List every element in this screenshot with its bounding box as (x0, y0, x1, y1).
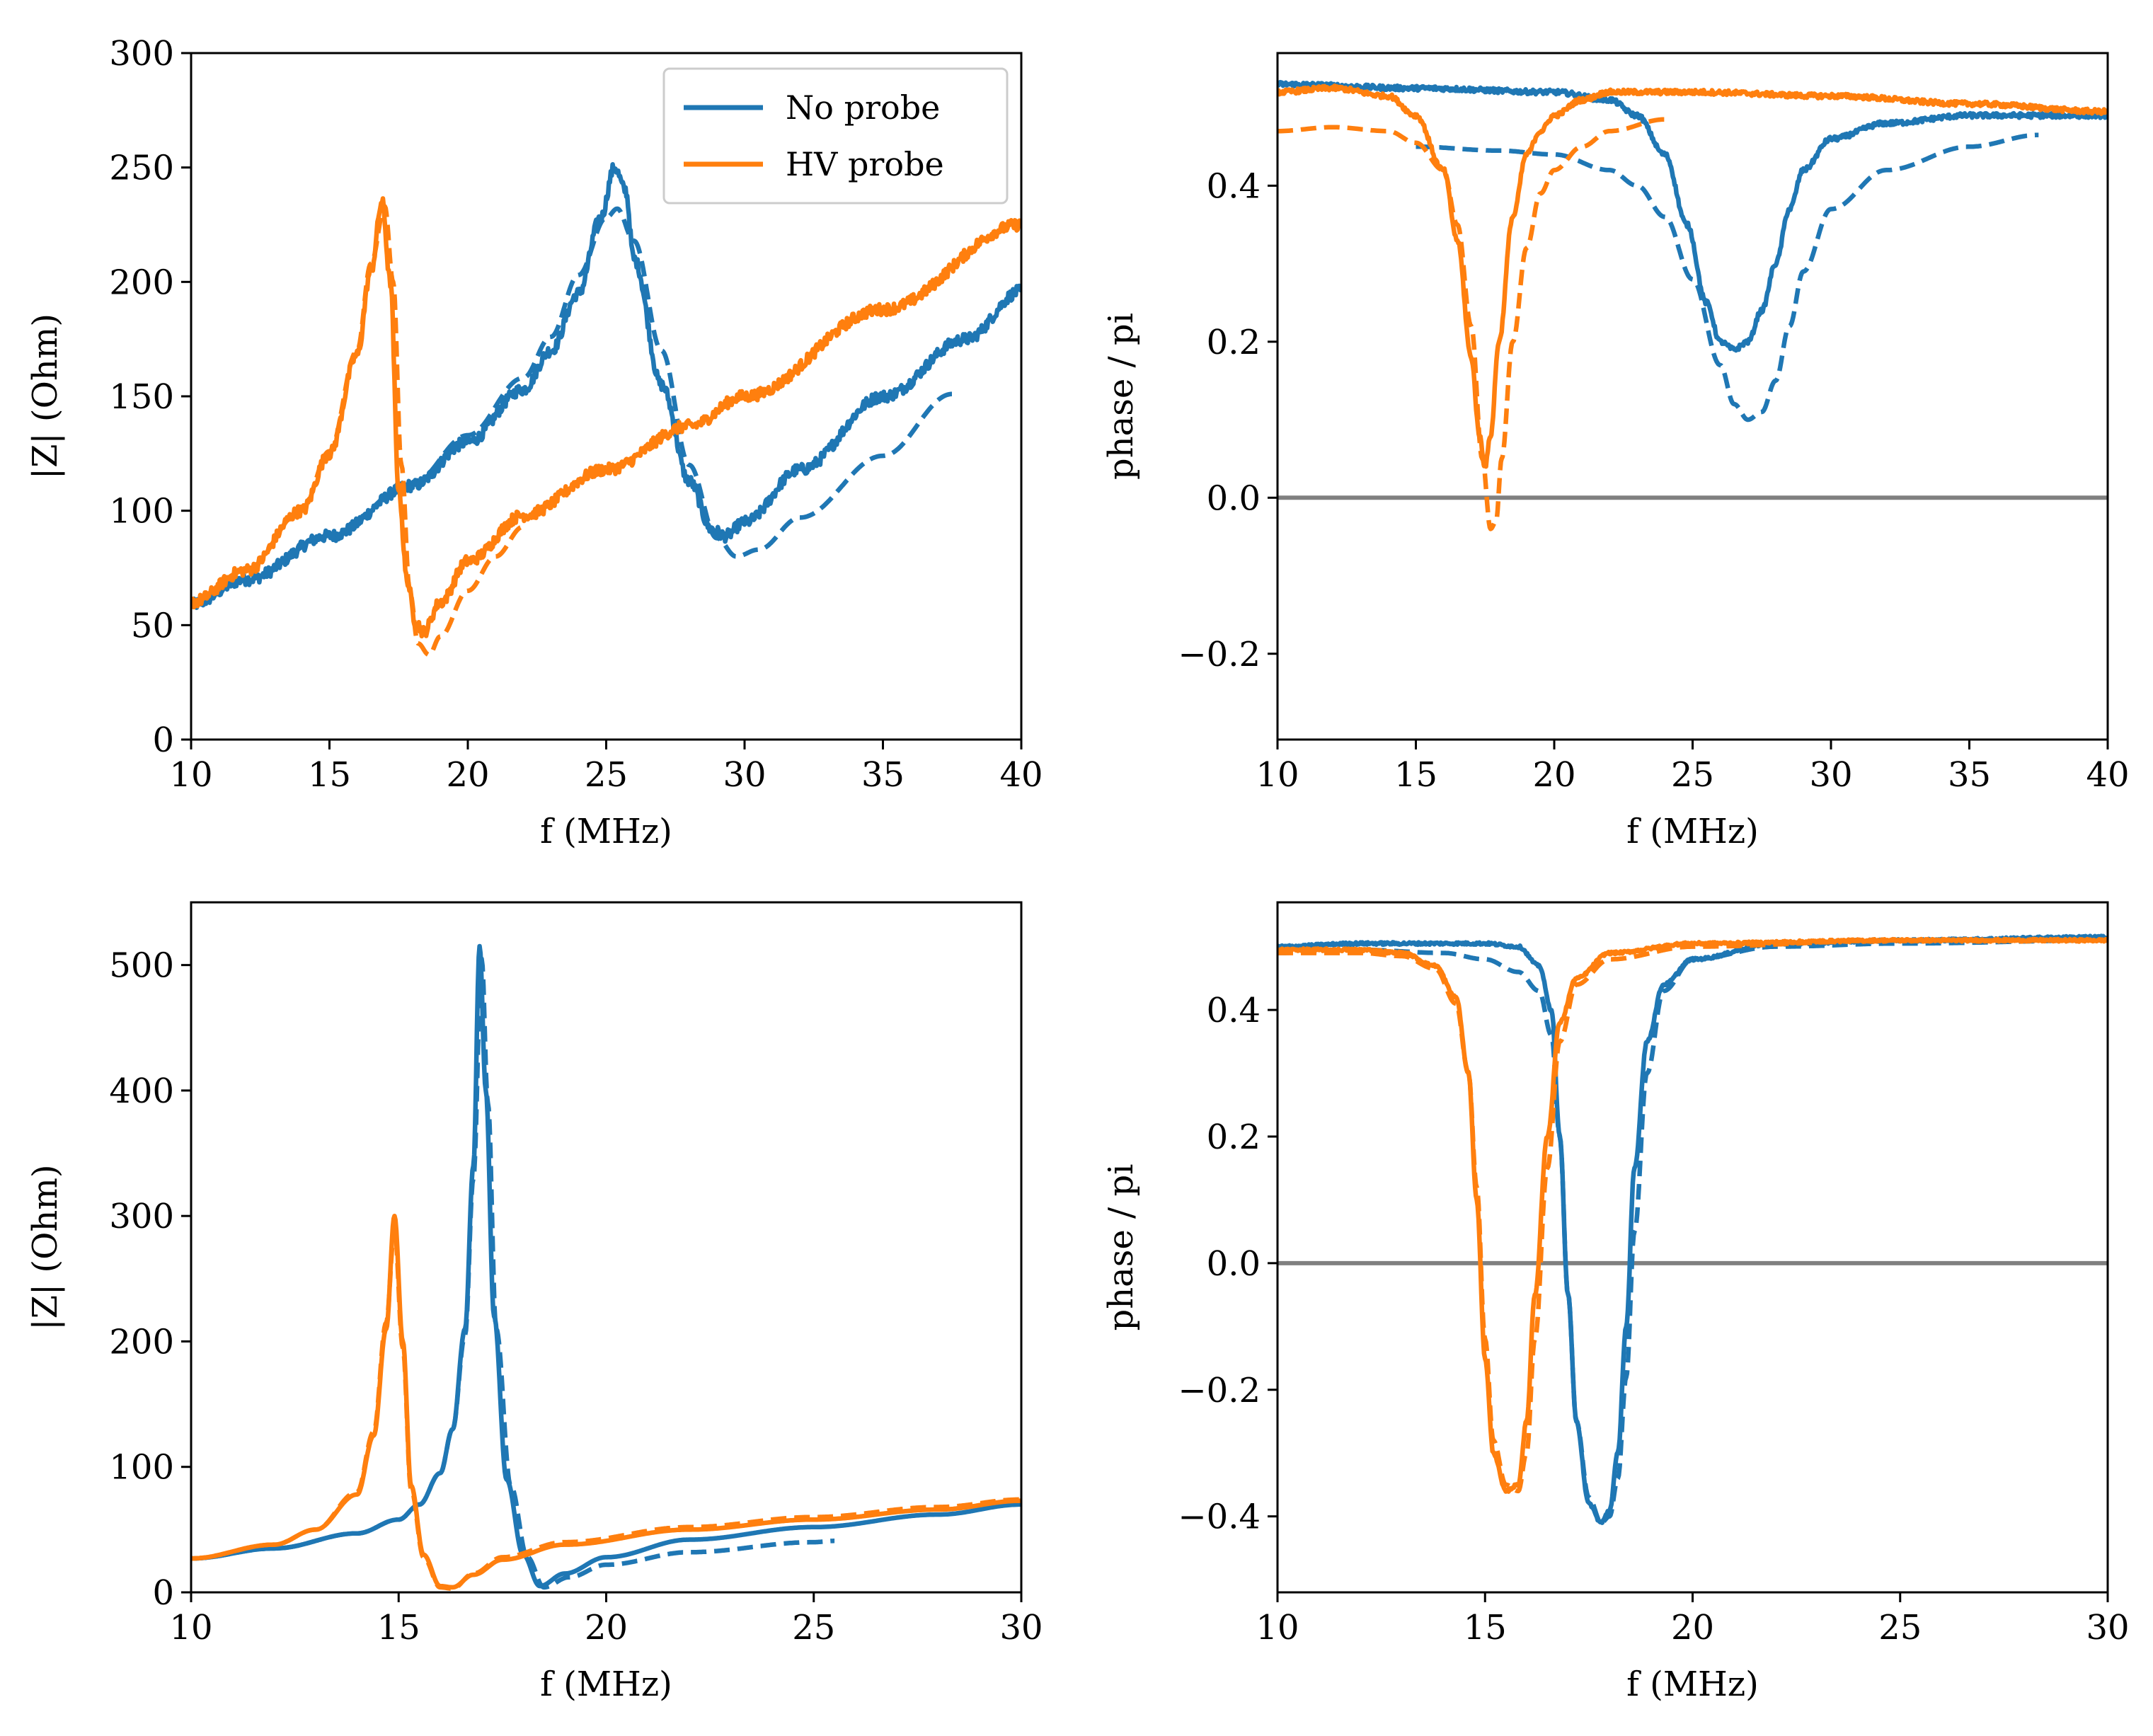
x-tick-label: 10 (169, 1608, 212, 1648)
y-tick-label: 500 (109, 946, 174, 986)
x-axis-label: f (MHz) (1626, 1665, 1759, 1704)
y-tick-label: 0 (152, 720, 174, 760)
x-tick-label: 30 (2086, 1608, 2129, 1648)
y-tick-label: 0.0 (1207, 1244, 1261, 1284)
x-tick-label: 35 (1948, 755, 1991, 795)
series-hv-probe (191, 196, 1021, 639)
x-tick-label: 25 (585, 755, 628, 795)
y-tick-label: 0.0 (1207, 478, 1261, 518)
x-tick-label: 15 (1394, 755, 1437, 795)
axes-frame (1276, 901, 2109, 1594)
x-tick-label: 30 (723, 755, 766, 795)
y-tick-label: 150 (109, 377, 174, 417)
y-tick-label: −0.4 (1178, 1498, 1261, 1537)
y-tick-label: 300 (109, 34, 174, 74)
x-tick-label: 10 (1256, 755, 1299, 795)
y-tick-label: 400 (109, 1071, 174, 1111)
series-no-probe-fit (1414, 132, 2040, 422)
y-axis-label: |Z| (Ohm) (25, 1164, 65, 1330)
x-tick-label: 40 (2086, 755, 2129, 795)
series-no-probe-fit (1278, 938, 2108, 1525)
x-tick-label: 20 (446, 755, 489, 795)
x-axis-label: f (MHz) (1626, 812, 1759, 851)
series-hv-probe-fit (191, 204, 525, 657)
y-tick-label: 200 (109, 1322, 174, 1362)
x-tick-label: 10 (169, 755, 212, 795)
x-tick-label: 40 (999, 755, 1043, 795)
y-axis-label: phase / pi (1101, 1163, 1141, 1330)
x-tick-label: 10 (1256, 1608, 1299, 1648)
axes-frame (1276, 52, 2109, 741)
legend-box (662, 67, 1009, 205)
series-no-probe (1278, 933, 2108, 1525)
series-hv-probe (1278, 84, 2108, 469)
y-tick-label: 100 (109, 492, 174, 531)
y-tick-label: 0.2 (1207, 1117, 1261, 1157)
series-no-probe (191, 162, 1021, 610)
series-no-probe-fit (191, 956, 837, 1590)
series-no-probe (191, 943, 1021, 1589)
x-tick-label: 15 (1464, 1608, 1507, 1648)
x-tick-label: 35 (861, 755, 905, 795)
legend-label: No probe (786, 88, 940, 127)
y-axis-label: |Z| (Ohm) (25, 314, 65, 479)
panel-bottom-right: 10 15 20 25 30 −0.4 −0.2 0.0 0.2 0.4 f (MHz) phase … (1101, 901, 2130, 1704)
y-tick-label: 0.4 (1207, 991, 1261, 1030)
x-tick-label: 20 (585, 1608, 628, 1648)
series-hv-probe-fit (191, 1226, 1021, 1591)
y-tick-label: 200 (109, 263, 174, 302)
x-tick-label: 30 (999, 1608, 1043, 1648)
legend-label: HV probe (786, 145, 944, 183)
series-hv-probe-fit (1278, 117, 1667, 531)
y-tick-label: 0.2 (1207, 323, 1261, 362)
x-tick-label: 20 (1671, 1608, 1714, 1648)
y-tick-label: 300 (109, 1197, 174, 1236)
y-tick-label: 0.4 (1207, 166, 1261, 206)
y-tick-label: 250 (109, 149, 174, 188)
x-tick-label: 15 (377, 1608, 420, 1648)
x-axis-label: f (MHz) (540, 1665, 672, 1704)
series-no-probe-fit (191, 206, 954, 607)
y-tick-label: −0.2 (1178, 635, 1261, 674)
y-axis-label: phase / pi (1101, 313, 1141, 480)
series-hv-probe (1278, 936, 2108, 1494)
panel-top-right: 10 15 20 25 30 35 40 −0.2 0.0 0.2 0.4 f (MHz) phase … (1101, 52, 2130, 851)
x-tick-label: 25 (1671, 755, 1714, 795)
x-tick-label: 15 (308, 755, 351, 795)
legend: No probe HV probe (662, 67, 1009, 205)
x-tick-label: 30 (1809, 755, 1852, 795)
axes-frame (190, 901, 1023, 1594)
x-axis-label: f (MHz) (540, 812, 672, 851)
x-tick-label: 25 (792, 1608, 835, 1648)
y-tick-label: 50 (131, 606, 174, 645)
x-tick-label: 20 (1532, 755, 1575, 795)
y-tick-label: 100 (109, 1448, 174, 1488)
y-tick-label: 0 (152, 1573, 174, 1613)
x-tick-label: 25 (1878, 1608, 1922, 1648)
panel-top-left: 10 15 20 25 30 35 40 0 50 100 150 200 250 300 f (MHz) |… (25, 34, 1043, 851)
series-no-probe (1278, 79, 2108, 353)
series-hv-probe-fit (1278, 938, 2108, 1494)
y-tick-label: −0.2 (1178, 1371, 1261, 1410)
